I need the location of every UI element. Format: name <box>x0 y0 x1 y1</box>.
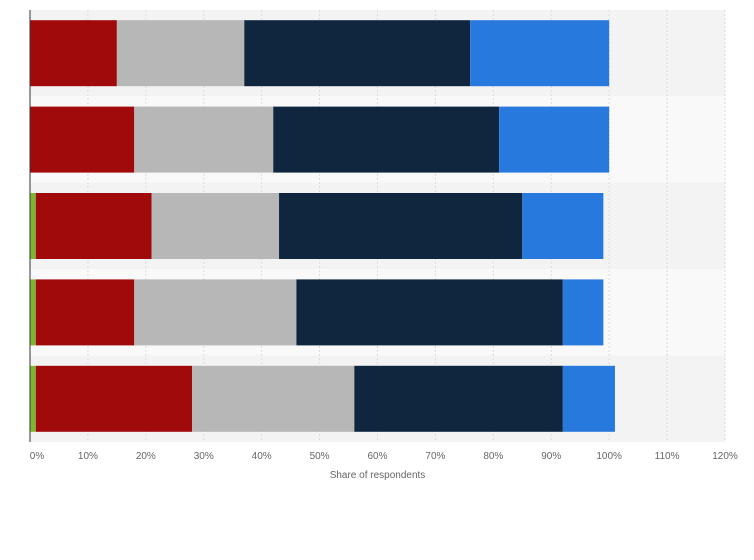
bar-segment <box>296 279 563 346</box>
x-tick-label: 120% <box>712 451 738 462</box>
x-tick-label: 10% <box>78 451 98 462</box>
bar-segment <box>30 106 135 173</box>
bar-segment <box>499 106 610 173</box>
x-tick-label: 0% <box>30 451 45 462</box>
x-axis-title: Share of respondents <box>330 470 426 481</box>
bar-segment <box>279 193 523 259</box>
bars <box>30 20 615 432</box>
bar-segment <box>151 193 280 259</box>
x-tick-label: 40% <box>252 451 272 462</box>
x-tick-label: 110% <box>655 451 680 462</box>
bar-segment <box>30 365 36 432</box>
x-tick-label: 50% <box>310 451 330 462</box>
bar-segment <box>116 20 245 87</box>
bar-segment <box>30 279 36 346</box>
bar-segment <box>244 20 471 87</box>
x-tick-label: 90% <box>541 451 561 462</box>
bar-segment <box>354 365 563 432</box>
x-tick-label: 70% <box>425 451 445 462</box>
bar-segment <box>134 279 297 346</box>
x-tick-label: 60% <box>367 451 387 462</box>
bar-segment <box>522 193 604 259</box>
bar-segment <box>273 106 500 173</box>
x-tick-label: 100% <box>596 451 622 462</box>
bar-segment <box>35 365 193 432</box>
x-tick-label: 20% <box>136 451 156 462</box>
x-tick-label: 30% <box>194 451 214 462</box>
x-axis-ticks: 0% 10% 20% 30% 40% 50% 60% 70% 80% 90% 100% 110% 120… <box>30 451 738 462</box>
bar-segment <box>192 365 355 432</box>
bar-segment <box>30 20 117 87</box>
x-tick-label: 80% <box>483 451 503 462</box>
bar-segment <box>470 20 610 87</box>
bar-segment <box>35 193 152 259</box>
bar-segment <box>30 193 36 259</box>
bar-segment <box>562 279 604 346</box>
bar-segment <box>562 365 615 432</box>
bar-segment <box>35 279 135 346</box>
bar-segment <box>134 106 274 173</box>
